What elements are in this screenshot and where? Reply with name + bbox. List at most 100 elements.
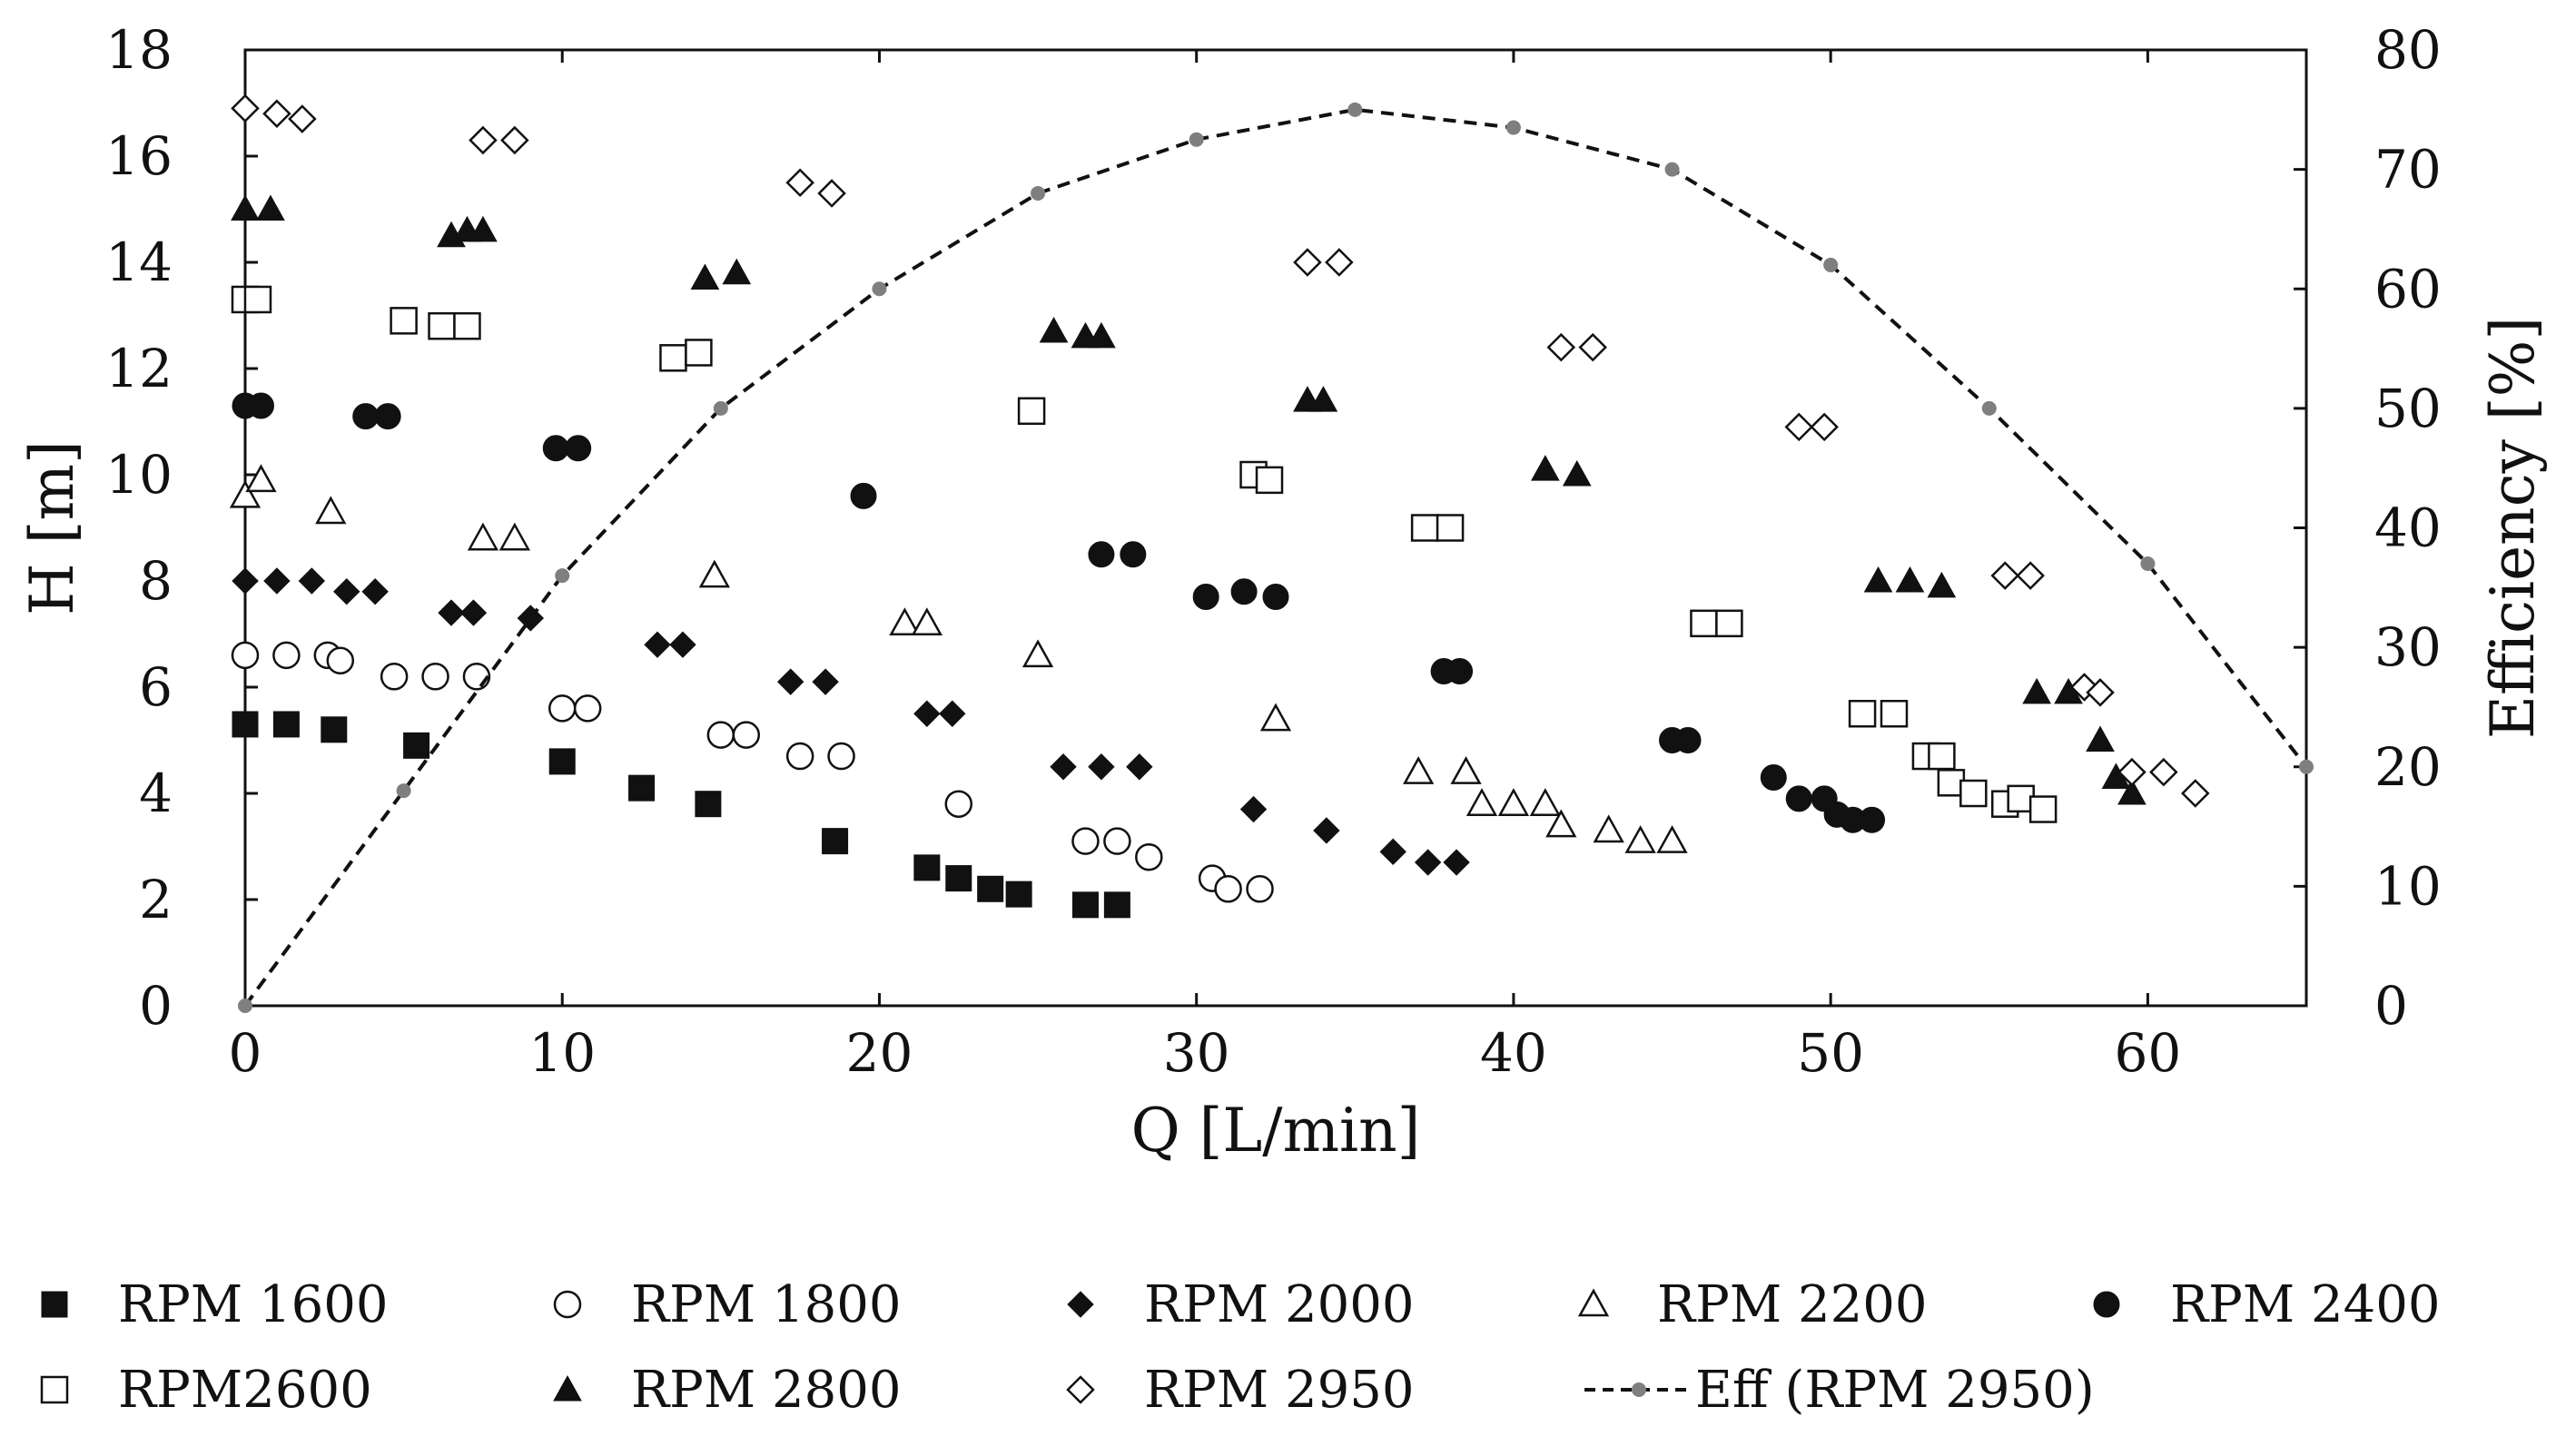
data-point (298, 567, 326, 595)
legend-marker (1066, 1375, 1095, 1404)
efficiency-point (238, 999, 252, 1013)
series-rpm-1800 (231, 641, 1274, 903)
data-point (939, 700, 966, 727)
data-point (2016, 561, 2045, 590)
data-point (1087, 321, 1116, 349)
legend: RPM 1600 RPM 1800 RPM 2000 RPM 2200 RPM 2400… (40, 1275, 2441, 1420)
efficiency-layer (238, 102, 2314, 1013)
data-point (1039, 317, 1069, 343)
y-tick-label: 2 (139, 869, 173, 930)
data-point (1126, 753, 1153, 781)
efficiency-point (1981, 400, 1997, 416)
y-tick-label: 6 (139, 656, 173, 718)
data-point (690, 263, 720, 290)
legend-label: RPM2600 (118, 1361, 372, 1420)
data-point (2086, 678, 2115, 707)
data-point (628, 774, 656, 802)
data-point (944, 790, 973, 818)
x-tick-label: 10 (528, 1022, 596, 1084)
legend-marker (2093, 1291, 2120, 1318)
efficiency-point (1823, 257, 1839, 272)
data-point (812, 668, 839, 695)
data-point (850, 482, 877, 509)
data-point (1848, 700, 1877, 728)
data-point (1760, 763, 1787, 791)
data-point (247, 392, 274, 419)
series-rpm-2000 (232, 567, 1470, 876)
data-point (1895, 566, 1925, 593)
data-point (1529, 788, 1561, 816)
data-point (263, 567, 291, 595)
data-point (1810, 412, 1839, 442)
data-point (1863, 566, 1893, 593)
data-point (1255, 466, 1284, 495)
data-point (2022, 677, 2052, 704)
y2-axis-label: Efficiency [%] (2478, 317, 2548, 739)
series-rpm-2950 (231, 93, 2210, 808)
data-point (659, 344, 687, 372)
data-point (229, 479, 262, 508)
data-point (469, 125, 498, 155)
x-axis-label: Q [L/min] (1131, 1096, 1421, 1166)
data-point (913, 700, 941, 727)
data-point (1021, 639, 1054, 668)
data-point (1624, 825, 1656, 853)
data-point (256, 194, 285, 221)
series-rpm-2400 (232, 392, 1886, 833)
y-tick-label: 0 (139, 975, 173, 1037)
data-point (1262, 584, 1289, 611)
y2-tick-label: 0 (2374, 975, 2408, 1037)
y-tick-label: 18 (105, 19, 173, 81)
data-point (1379, 838, 1406, 866)
y-tick-label: 16 (105, 125, 173, 187)
legend-marker (553, 1374, 582, 1402)
data-point (1192, 584, 1219, 611)
legend-item: RPM2600 (40, 1361, 372, 1420)
data-point (438, 599, 465, 626)
data-point (1135, 842, 1163, 871)
data-point (321, 716, 348, 743)
data-point (1593, 814, 1624, 843)
data-point (1017, 397, 1046, 426)
data-point (1785, 785, 1812, 812)
legend-item: RPM 1800 (553, 1275, 902, 1334)
legend-label: RPM 1800 (631, 1275, 902, 1334)
legend-marker (41, 1291, 68, 1318)
efficiency-point (1031, 185, 1046, 201)
data-point (352, 403, 380, 430)
data-point (380, 663, 409, 691)
data-point (1436, 514, 1465, 542)
data-point (911, 607, 943, 636)
legend-label: RPM 2200 (1657, 1275, 1928, 1334)
data-point (272, 711, 300, 738)
data-point (315, 496, 347, 525)
y2-tick-label: 80 (2374, 19, 2442, 81)
data-point (1859, 806, 1886, 833)
data-point (390, 307, 418, 335)
legend-marker (40, 1375, 69, 1404)
legend-item: Eff (RPM 2950) (1584, 1361, 2095, 1420)
efficiency-point (2299, 759, 2314, 774)
data-point (644, 631, 671, 658)
efficiency-point (1347, 102, 1363, 117)
data-point (1880, 700, 1909, 728)
legend-label: RPM 1600 (118, 1275, 389, 1334)
data-point (421, 663, 449, 691)
data-point (1071, 827, 1100, 855)
legend-marker (1067, 1291, 1094, 1318)
series-rpm-1600 (232, 711, 1130, 919)
data-point (1450, 756, 1482, 784)
data-point (2117, 757, 2147, 787)
data-point (1214, 875, 1242, 903)
data-point (776, 668, 804, 695)
data-point (1784, 412, 1813, 442)
legend-label: RPM 2000 (1144, 1275, 1415, 1334)
data-point (822, 828, 849, 855)
data-point (1103, 827, 1131, 855)
legend-item: RPM 2400 (2093, 1275, 2441, 1334)
data-point (913, 854, 941, 881)
data-point (1313, 817, 1340, 844)
data-point (698, 559, 730, 588)
data-point (573, 694, 602, 723)
data-point (1088, 541, 1115, 568)
